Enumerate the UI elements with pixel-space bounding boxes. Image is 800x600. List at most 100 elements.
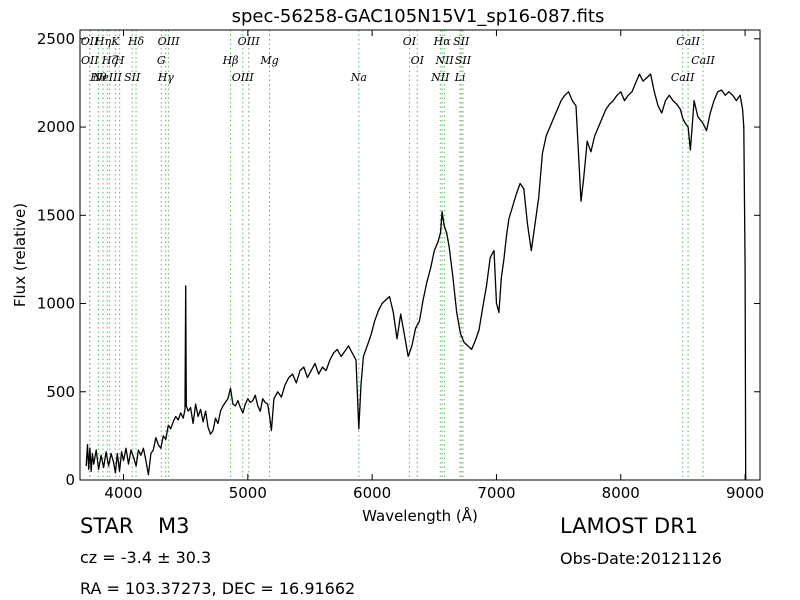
spectrum-point [530,250,532,252]
spectrum-point [392,312,394,313]
spectrum-point [568,91,569,93]
spectrum-point [329,359,331,361]
spectrum-point [385,299,387,301]
spectrum-point [200,409,202,410]
spectral-line-label: OII [81,35,99,48]
spectrum-point [653,91,655,93]
spectrum-point [682,117,684,119]
spectrum-point [578,153,579,154]
observation-date: Obs-Date:20121126 [560,549,722,568]
spectrum-point [155,437,157,438]
spectrum-point [249,402,251,403]
spectrum-point [422,299,424,301]
spectrum-point [113,462,114,463]
spectrum-point [519,183,521,184]
spectrum-point [115,472,116,474]
spectrum-point [325,370,327,371]
y-tick-label: 2000 [37,118,75,136]
spectrum-point [493,250,495,252]
y-axis-label: Flux (relative) [11,203,29,307]
spectrum-point [259,410,261,412]
spectrum-point [185,285,187,287]
spectrum-point [244,403,246,405]
spectrum-point [322,366,323,368]
spectrum-point [736,100,737,101]
spectrum-point [184,409,186,410]
spectrum-point [103,467,104,468]
x-tick-label: 4000 [104,484,142,502]
redshift-value: cz = -3.4 ± 30.3 [80,548,212,567]
spectrum-point [374,320,375,322]
spectrum-point [583,179,584,181]
spectrum-point [616,94,618,96]
spectrum-point [598,126,599,128]
spectrum-point [227,398,229,400]
spectrum-point [172,421,174,423]
spectrum-point [557,109,558,110]
spectral-line-label: CaII [691,54,715,67]
spectrum-point [360,384,362,386]
spectrum-point [612,100,614,101]
spectral-line-label: Na [350,71,367,84]
spectrum-point [177,419,179,421]
spectrum-point [220,410,221,412]
spectrum-point [496,303,497,304]
spectrum-point [242,412,244,414]
spectrum-point [180,412,182,414]
spectrum-point [605,109,607,110]
spectrum-point [482,306,484,308]
y-tick-label: 0 [65,471,75,489]
spectrum-point [152,449,154,451]
spectral-line-labels: OII OII Hθ Hη Hζ NeIII KH SII Hδ G Hγ OIII Hβ OIII OII… [81,35,716,84]
spectral-line-label: OII [81,54,99,67]
spectrum-point [210,433,211,435]
spectrum-point [269,416,270,417]
spectrum-point [512,206,513,207]
spectrum-point [594,135,596,137]
spectrum-point [571,100,573,101]
spectrum-point [452,276,454,278]
x-tick-label: 7000 [477,484,515,502]
spectrum-point [672,100,674,101]
spectrum-point [650,73,651,75]
spectrum-point [697,116,699,117]
spectrum-point [646,77,648,78]
spectrum-point [222,405,224,407]
spectrum-point [739,94,741,96]
spectrum-point [267,403,269,405]
spectrum-point [150,453,152,454]
spectrum-point [575,105,577,107]
coordinates: RA = 103.37273, DEC = 16.91662 [80,579,356,598]
spectrum-point [545,135,547,137]
spectrum-point [336,349,338,350]
spectral-line-label: SII [453,35,470,48]
spectrum-point [130,449,132,451]
y-axis: 0 500 1000 1500 2000 2500 [37,30,760,489]
x-tick-label: 9000 [726,484,764,502]
spectrum-point [411,345,413,347]
survey-name: LAMOST DR1 [560,514,699,538]
spectrum-point [143,447,144,449]
spectrum-point [314,363,316,364]
spectrum-point [90,470,92,472]
spectrum-point [190,407,192,408]
spectrum-point [732,94,734,96]
spectrum-point [318,373,320,375]
spectrum-point [437,241,439,243]
spectrum-point [135,465,137,467]
spectrum-point [230,387,231,389]
spectrum-point [264,402,266,403]
spectrum-point [116,453,118,454]
spectrum-point [145,460,147,461]
spectrum-point [162,435,164,437]
spectrum-point [430,267,431,269]
spectrum-point [205,410,207,412]
spectrum-point [744,267,746,269]
spectrum-point [140,454,142,456]
spectrum-point [292,373,293,375]
spectrum-point [363,356,364,357]
spectrum-point [167,424,169,426]
spectrum-point [687,126,689,128]
spectrum-point [396,338,398,340]
